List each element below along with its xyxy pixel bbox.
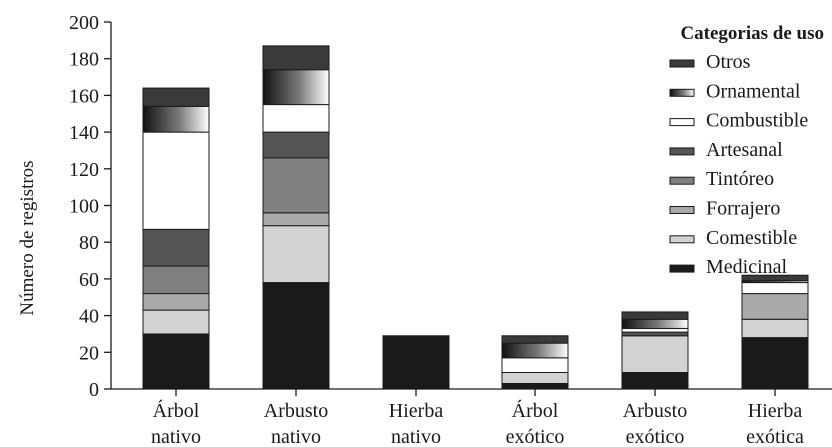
- bar-segment-comestible: [142, 309, 210, 335]
- y-tick-label: 160: [69, 85, 99, 107]
- bars: [142, 45, 809, 390]
- bar-segment-medicinal: [741, 337, 809, 390]
- bar-stack: [262, 45, 330, 390]
- y-tick-label: 20: [79, 342, 99, 364]
- bar-segment-forrajero: [262, 212, 330, 227]
- x-category-label-line: Árbol: [153, 399, 200, 422]
- legend-swatch-ornamental: [669, 88, 695, 97]
- bar-segment-artesanal: [621, 331, 689, 337]
- x-category-label-line: Hierba: [748, 400, 803, 422]
- x-category-label-line: exótico: [506, 426, 565, 447]
- bar-stack: [741, 274, 809, 390]
- y-tick-label: 200: [69, 12, 99, 34]
- axes: 0 20 40 60 80 100 120 140 160 180 200: [69, 12, 832, 401]
- bar-stack: [621, 311, 689, 390]
- x-category-label-line: nativo: [391, 426, 441, 447]
- bar-segment-medicinal: [501, 382, 569, 390]
- x-category-label: Árbol exótico: [506, 399, 565, 447]
- bar-segment-comestible: [741, 318, 809, 339]
- legend-swatch-artesanal: [669, 147, 695, 156]
- x-category-label: Arbusto exótico: [623, 400, 687, 447]
- x-category-label: Árbol nativo: [151, 399, 201, 447]
- legend-swatch-otros: [669, 59, 695, 68]
- bar-segment-artesanal: [262, 131, 330, 159]
- legend-label: Medicinal: [706, 256, 788, 278]
- legend-title: Categorias de uso: [680, 23, 824, 44]
- bar-segment-tintóreo: [142, 265, 210, 295]
- x-category-label: Arbusto nativo: [264, 400, 328, 447]
- x-category-label: Hierba nativo: [389, 400, 444, 447]
- legend-label: Combustible: [706, 110, 808, 132]
- y-tick-label: 80: [79, 232, 99, 254]
- bar-segment-medicinal: [142, 333, 210, 390]
- bar-segment-medicinal: [262, 282, 330, 390]
- y-tick-label: 100: [69, 196, 99, 218]
- x-category-label-line: exótico: [626, 426, 685, 447]
- bar-segment-forrajero: [741, 293, 809, 320]
- y-axis-title: Número de registros: [17, 160, 38, 315]
- bar-stack: [142, 87, 210, 390]
- x-category-label: Hierba exótica: [746, 400, 804, 447]
- bar-segment-ornamental: [142, 105, 210, 133]
- legend: Categorias de uso Otros Ornamental Combust…: [669, 23, 824, 278]
- bar-segment-comestible: [621, 335, 689, 373]
- bar-stack: [501, 335, 569, 390]
- x-category-label-line: Hierba: [389, 400, 444, 422]
- legend-label: Comestible: [706, 227, 797, 249]
- bar-segment-otros: [501, 335, 569, 344]
- y-tick-label: 140: [69, 122, 99, 144]
- legend-swatch-comestible: [669, 235, 695, 244]
- bar-segment-ornamental: [262, 69, 330, 106]
- x-category-label-line: nativo: [151, 426, 201, 447]
- bar-segment-otros: [262, 45, 330, 71]
- y-tick-label: 180: [69, 49, 99, 71]
- bar-segment-combustible: [142, 131, 210, 230]
- legend-swatch-tintóreo: [669, 176, 695, 185]
- legend-label: Artesanal: [706, 139, 783, 161]
- bar-segment-combustible: [501, 357, 569, 373]
- bar-segment-tintóreo: [262, 157, 330, 214]
- bar-segment-medicinal: [621, 371, 689, 390]
- y-tick-label: 0: [89, 379, 99, 401]
- legend-label: Otros: [706, 51, 751, 73]
- bar-segment-ornamental: [501, 342, 569, 359]
- legend-swatch-medicinal: [669, 264, 695, 273]
- y-tick-label: 40: [79, 306, 99, 328]
- y-tick-label: 120: [69, 159, 99, 181]
- bar-segment-otros: [621, 311, 689, 320]
- bar-segment-otros: [142, 87, 210, 107]
- bar-stack: [382, 335, 450, 390]
- bar-segment-combustible: [741, 282, 809, 295]
- x-category-label-line: exótica: [746, 426, 804, 447]
- bar-segment-medicinal: [382, 335, 450, 390]
- x-category-label-line: Arbusto: [264, 400, 328, 422]
- bar-segment-otros: [741, 274, 809, 282]
- legend-swatch-forrajero: [669, 206, 695, 214]
- legend-swatch-combustible: [669, 118, 695, 127]
- bar-segment-ornamental: [621, 318, 689, 329]
- x-category-label-line: nativo: [271, 426, 321, 447]
- bar-segment-artesanal: [142, 228, 210, 267]
- y-tick-label: 60: [79, 269, 99, 291]
- bar-segment-combustible: [262, 104, 330, 133]
- legend-label: Tintóreo: [706, 168, 774, 190]
- bar-segment-combustible: [621, 327, 689, 333]
- legend-label: Ornamental: [706, 80, 801, 102]
- legend-label: Forrajero: [706, 198, 780, 220]
- bar-segment-comestible: [262, 225, 330, 284]
- bar-segment-forrajero: [142, 293, 210, 311]
- bar-segment-comestible: [501, 371, 569, 384]
- x-category-label-line: Arbusto: [623, 400, 687, 422]
- x-category-label-line: Árbol: [512, 399, 559, 422]
